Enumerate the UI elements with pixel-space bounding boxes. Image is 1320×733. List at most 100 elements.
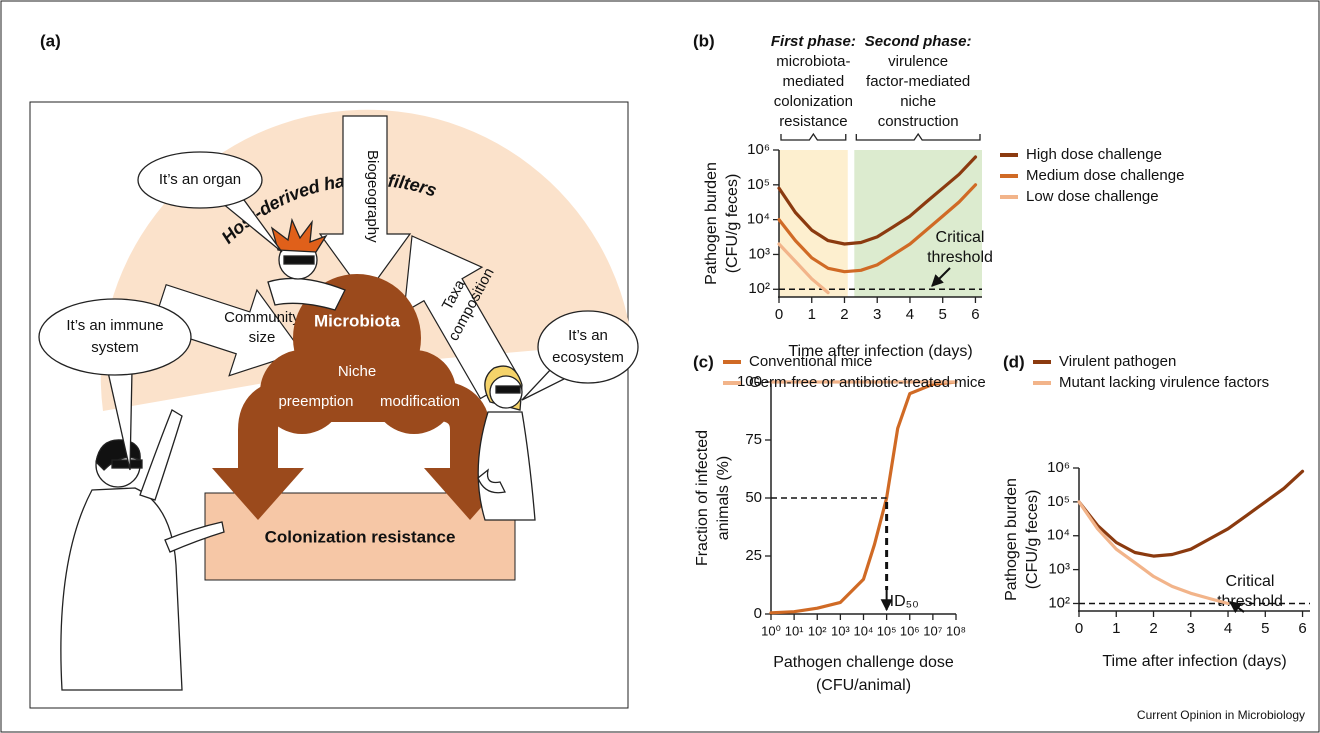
legend-swatch <box>723 360 741 364</box>
x-tick-label: 10⁶ <box>900 623 920 638</box>
x-tick-label: 2 <box>840 306 848 323</box>
phase-bracket <box>856 134 980 140</box>
arch <box>258 400 470 470</box>
legend-swatch <box>1000 195 1018 199</box>
mechanism-label: modification <box>380 393 460 410</box>
legend: High dose challengeMedium dose challenge… <box>1000 145 1300 208</box>
y-tick-label: 0 <box>754 605 762 622</box>
y-tick-label: 10³ <box>748 245 770 262</box>
body <box>478 412 535 520</box>
y-tick-label: 10² <box>748 280 770 297</box>
page: (a) Host-derived habitat filters Biogeog… <box>0 0 1320 733</box>
legend-label: Medium dose challenge <box>1026 166 1184 186</box>
legend-label: Virulent pathogen <box>1059 352 1176 372</box>
x-axis-title: Pathogen challenge dose <box>773 654 954 671</box>
mechanism-label: Niche <box>338 363 376 380</box>
x-tick-label: 0 <box>775 306 783 323</box>
y-tick-label: 50 <box>745 489 762 506</box>
phase-text: resistance <box>779 113 847 130</box>
legend-swatch <box>1033 381 1051 385</box>
x-tick-label: 6 <box>1298 620 1306 637</box>
x-tick-label: 10¹ <box>785 623 804 638</box>
person-right <box>478 366 535 520</box>
legend-label: Germ-free or antibiotic-treated mice <box>749 373 986 393</box>
mechanism-label: preemption <box>278 393 353 410</box>
x-axis-title: Time after infection (days) <box>1102 653 1286 670</box>
legend-label: Conventional mice <box>749 352 872 372</box>
person-left <box>61 410 224 690</box>
center-label: Microbiota <box>314 311 400 330</box>
legend-swatch <box>1000 153 1018 157</box>
x-tick-label: 10⁵ <box>877 623 897 638</box>
legend-item: Mutant lacking virulence factors <box>1033 373 1318 393</box>
legend: Conventional miceGerm-free or antibiotic… <box>723 352 993 394</box>
arm <box>140 410 182 500</box>
legend-item: Virulent pathogen <box>1033 352 1318 372</box>
legend-swatch <box>1033 360 1051 364</box>
phase-text: virulence <box>888 53 948 70</box>
y-axis-title: Fraction of infected <box>694 430 711 566</box>
phase-text: factor-mediated <box>866 73 970 90</box>
x-tick-label: 10⁰ <box>761 623 781 638</box>
y-tick-label: 10³ <box>1048 561 1070 578</box>
x-tick-label: 6 <box>971 306 979 323</box>
y-tick-label: 10⁶ <box>747 141 770 158</box>
y-axis-title: (CFU/g feces) <box>724 174 741 274</box>
bubble-text: It’s an <box>568 327 608 344</box>
x-tick-label: 1 <box>1112 620 1120 637</box>
legend-label: High dose challenge <box>1026 145 1162 165</box>
y-tick-label: 75 <box>745 431 762 448</box>
x-tick-label: 4 <box>906 306 914 323</box>
phase-title: Second phase: <box>865 33 972 50</box>
bubble <box>39 299 191 375</box>
panel-label: (a) <box>40 31 61 50</box>
legend-item: Low dose challenge <box>1000 187 1300 207</box>
x-tick-label: 1 <box>808 306 816 323</box>
bubble-text: system <box>91 339 139 356</box>
body <box>61 488 182 690</box>
legend-item: Medium dose challenge <box>1000 166 1300 186</box>
outcome-label: Colonization resistance <box>265 527 456 546</box>
threshold-label: Critical <box>936 229 985 246</box>
legend-swatch <box>723 381 741 385</box>
series-line <box>1079 502 1228 604</box>
x-tick-label: 2 <box>1149 620 1157 637</box>
x-tick-label: 5 <box>1261 620 1269 637</box>
x-tick-label: 10⁸ <box>946 623 966 638</box>
y-tick-label: 10⁴ <box>1047 527 1070 544</box>
legend-label: Mutant lacking virulence factors <box>1059 373 1269 393</box>
filter-label: Community <box>224 309 300 326</box>
phase-text: microbiota- <box>776 53 850 70</box>
legend-item: Conventional mice <box>723 352 993 372</box>
legend: Virulent pathogenMutant lacking virulenc… <box>1033 352 1318 394</box>
y-tick-label: 10⁵ <box>747 176 770 193</box>
y-tick-label: 10⁶ <box>1047 459 1070 476</box>
phase-text: niche <box>900 93 936 110</box>
glasses <box>112 460 142 468</box>
phase-text: construction <box>878 113 959 130</box>
x-tick-label: 3 <box>873 306 881 323</box>
legend-item: Germ-free or antibiotic-treated mice <box>723 373 993 393</box>
bubble-text: It’s an organ <box>159 171 241 188</box>
panel-label: (b) <box>693 31 715 50</box>
y-tick-label: 10² <box>1048 594 1070 611</box>
panel-label: (d) <box>1003 352 1025 371</box>
bubble-text: ecosystem <box>552 349 624 366</box>
phase-title: First phase: <box>771 33 856 50</box>
glasses <box>284 256 314 264</box>
x-axis-title: (CFU/animal) <box>816 677 911 694</box>
x-tick-label: 5 <box>939 306 947 323</box>
x-tick-label: 0 <box>1075 620 1083 637</box>
footer: Current Opinion in Microbiology <box>1137 708 1305 722</box>
x-tick-label: 4 <box>1224 620 1232 637</box>
bubble <box>538 311 638 383</box>
bubble-text: It’s an immune <box>66 317 163 334</box>
threshold-label: threshold <box>927 249 993 266</box>
phase-text: colonization <box>774 93 853 110</box>
panel-label: (c) <box>693 352 714 371</box>
x-tick-label: 10⁷ <box>923 623 942 638</box>
phase-shade <box>779 150 848 297</box>
y-axis-title: Pathogen burden <box>703 162 720 285</box>
y-axis-title: animals (%) <box>715 456 732 540</box>
y-tick-label: 10⁵ <box>1047 493 1070 510</box>
